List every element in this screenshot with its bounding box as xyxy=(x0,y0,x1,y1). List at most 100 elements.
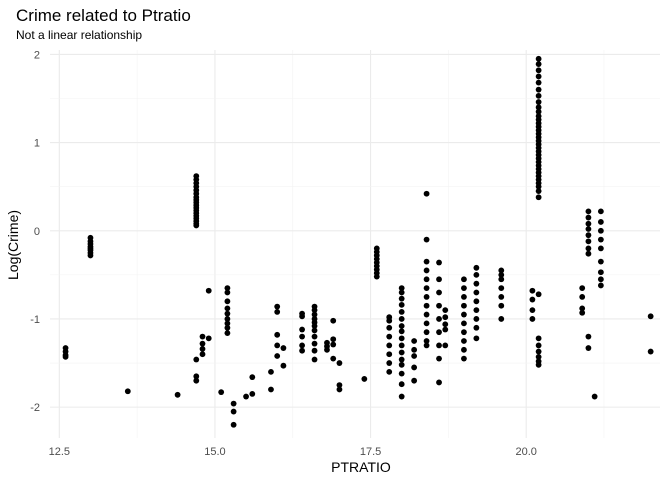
data-point xyxy=(597,208,604,215)
data-point xyxy=(230,408,237,415)
data-point xyxy=(591,393,598,400)
data-point xyxy=(442,307,449,314)
data-point xyxy=(411,377,418,384)
data-point xyxy=(597,227,604,234)
data-point xyxy=(311,347,318,354)
data-point xyxy=(436,342,442,349)
data-point xyxy=(423,258,430,265)
data-point xyxy=(398,285,405,291)
y-axis-label: Log(Crime) xyxy=(5,210,21,280)
data-point xyxy=(461,302,467,309)
data-point xyxy=(311,307,318,314)
data-point xyxy=(579,294,586,300)
data-point xyxy=(398,342,405,349)
data-point xyxy=(585,232,592,239)
data-point xyxy=(299,333,305,340)
data-point xyxy=(423,285,430,291)
data-point xyxy=(473,335,480,342)
data-point xyxy=(411,346,418,353)
data-point xyxy=(498,271,505,278)
data-point xyxy=(398,381,405,388)
data-point xyxy=(579,309,586,316)
data-point xyxy=(249,391,256,397)
data-point xyxy=(585,238,592,245)
data-point xyxy=(461,355,467,362)
data-point xyxy=(386,360,393,366)
data-point xyxy=(579,305,586,312)
data-point xyxy=(299,342,305,349)
data-point xyxy=(535,73,542,80)
data-point xyxy=(461,285,467,291)
data-point xyxy=(647,313,654,320)
data-point xyxy=(386,342,393,349)
data-point xyxy=(473,307,480,314)
data-point xyxy=(579,285,586,291)
data-point xyxy=(336,360,343,366)
data-point xyxy=(218,389,225,396)
data-point xyxy=(193,377,200,384)
data-point xyxy=(461,329,467,336)
data-point xyxy=(647,348,654,355)
y-tick-label: -2 xyxy=(30,402,40,414)
data-point xyxy=(224,289,231,296)
data-point xyxy=(498,302,505,309)
data-point xyxy=(423,267,430,274)
data-point xyxy=(411,338,418,344)
data-point xyxy=(311,327,318,334)
data-point xyxy=(461,346,467,353)
chart-subtitle: Not a linear relationship xyxy=(16,28,142,42)
data-point xyxy=(535,79,542,86)
data-point xyxy=(398,309,405,315)
data-point xyxy=(386,317,393,324)
data-point xyxy=(535,335,542,342)
data-point xyxy=(535,55,542,62)
data-point xyxy=(62,353,69,360)
data-point xyxy=(423,276,430,283)
data-point xyxy=(386,368,393,375)
data-point xyxy=(224,285,231,291)
data-point xyxy=(436,259,442,266)
data-point xyxy=(461,294,467,300)
data-point xyxy=(205,287,212,294)
data-point xyxy=(535,353,542,360)
data-point xyxy=(473,280,480,287)
data-point xyxy=(398,349,405,356)
data-point xyxy=(199,346,206,352)
data-point xyxy=(585,208,592,215)
data-point xyxy=(311,356,318,363)
data-point xyxy=(473,316,480,322)
data-point xyxy=(274,353,281,359)
data-point xyxy=(597,236,604,243)
data-point xyxy=(224,298,231,305)
data-point xyxy=(386,333,393,340)
x-axis-ticks: 12.5 15.0 17.5 20.0 xyxy=(49,446,537,458)
x-tick-label: 15.0 xyxy=(204,446,225,458)
data-point xyxy=(597,258,604,265)
data-point xyxy=(398,356,405,363)
data-point xyxy=(423,320,430,327)
data-point xyxy=(535,361,542,368)
x-tick-label: 17.5 xyxy=(360,446,381,458)
data-point xyxy=(529,316,536,322)
data-point xyxy=(535,291,542,298)
data-point xyxy=(535,348,542,355)
data-point xyxy=(193,373,200,380)
data-point xyxy=(442,314,449,321)
data-point xyxy=(398,301,405,308)
data-point xyxy=(597,219,604,225)
data-point xyxy=(205,335,212,342)
data-point xyxy=(473,298,480,305)
data-point xyxy=(436,379,442,386)
data-point xyxy=(585,226,592,232)
data-point xyxy=(193,222,200,229)
y-tick-label: -1 xyxy=(30,314,40,326)
data-point xyxy=(535,67,542,74)
data-point xyxy=(224,316,231,322)
data-point xyxy=(230,421,237,428)
data-point xyxy=(423,302,430,309)
data-point xyxy=(498,285,505,291)
data-point xyxy=(230,400,237,407)
data-point xyxy=(442,326,449,333)
data-point xyxy=(224,324,231,331)
data-point xyxy=(461,311,467,318)
